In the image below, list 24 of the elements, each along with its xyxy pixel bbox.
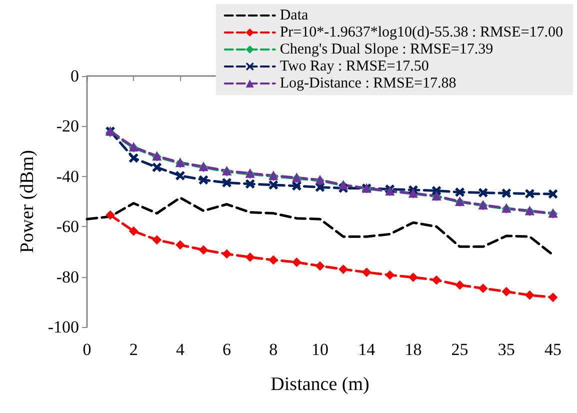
x-axis-title: Distance (m)	[270, 374, 370, 395]
y-tick-label: -60	[56, 217, 79, 236]
x-tick-label: 10	[312, 340, 328, 359]
y-tick-label: -40	[56, 166, 79, 186]
x-tick-label: 35	[498, 340, 515, 359]
y-axis-title: Power (dBm)	[16, 150, 38, 253]
y-tick-label: -100	[48, 318, 79, 336]
x-tick-label: 0	[82, 340, 92, 359]
y-tick-label: -80	[56, 267, 79, 286]
x-tick-label: 45	[544, 340, 562, 359]
x-tick-label: 8	[269, 340, 278, 359]
x-tick-label: 14	[358, 340, 376, 359]
legend-label: Cheng's Dual Slope : RMSE=17.39	[280, 42, 494, 58]
x-tick-label: 2	[129, 340, 138, 359]
x-tick-label: 18	[404, 340, 422, 359]
y-tick-label: 0	[70, 66, 79, 86]
legend-label: Pr=10*-1.9637*log10(d)-55.38 : RMSE=17.00	[280, 24, 564, 40]
x-tick-label: 25	[451, 340, 468, 359]
y-tick-label: -20	[56, 116, 79, 136]
x-tick-label: 4	[176, 340, 185, 359]
x-tick-label: 6	[222, 340, 232, 359]
legend-label: Log-Distance : RMSE=17.88	[280, 76, 456, 92]
legend-label: Data	[280, 8, 308, 24]
legend-label: Two Ray : RMSE=17.50	[280, 58, 429, 74]
